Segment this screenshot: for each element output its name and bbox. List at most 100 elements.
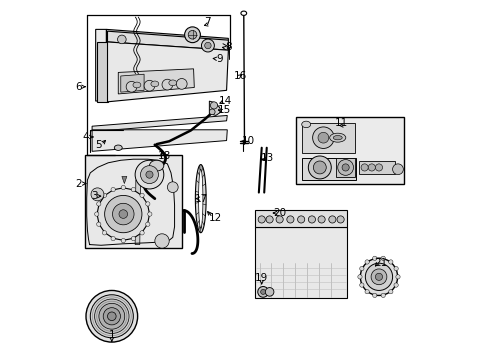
Bar bbox=[359, 161, 394, 174]
Polygon shape bbox=[92, 130, 227, 151]
Circle shape bbox=[308, 216, 315, 223]
Circle shape bbox=[370, 269, 386, 285]
Circle shape bbox=[91, 188, 104, 201]
Circle shape bbox=[265, 216, 273, 223]
Ellipse shape bbox=[301, 121, 310, 128]
Text: 2: 2 bbox=[75, 179, 82, 189]
Circle shape bbox=[365, 263, 392, 291]
Text: 7: 7 bbox=[204, 17, 211, 27]
Polygon shape bbox=[118, 69, 194, 94]
Text: 6: 6 bbox=[75, 82, 81, 92]
Ellipse shape bbox=[329, 133, 345, 142]
Bar bbox=[255, 211, 346, 226]
Polygon shape bbox=[301, 123, 354, 153]
Circle shape bbox=[107, 312, 116, 320]
Circle shape bbox=[94, 299, 129, 333]
Circle shape bbox=[313, 161, 325, 174]
Polygon shape bbox=[209, 101, 220, 116]
Bar bbox=[85, 155, 182, 248]
Bar bbox=[255, 226, 346, 298]
Circle shape bbox=[140, 166, 158, 184]
Circle shape bbox=[372, 293, 376, 297]
Ellipse shape bbox=[149, 160, 163, 171]
Circle shape bbox=[126, 81, 137, 92]
Circle shape bbox=[102, 193, 106, 197]
Circle shape bbox=[97, 222, 101, 226]
Ellipse shape bbox=[241, 11, 246, 15]
Polygon shape bbox=[92, 116, 227, 132]
Circle shape bbox=[86, 291, 137, 342]
Circle shape bbox=[372, 256, 376, 260]
Polygon shape bbox=[122, 176, 126, 184]
Text: 18: 18 bbox=[158, 150, 171, 161]
Text: 3: 3 bbox=[91, 191, 98, 201]
Circle shape bbox=[393, 283, 397, 287]
Circle shape bbox=[328, 216, 335, 223]
Polygon shape bbox=[301, 158, 355, 180]
Circle shape bbox=[145, 171, 153, 178]
Text: 4: 4 bbox=[82, 132, 89, 142]
Circle shape bbox=[103, 308, 120, 325]
Circle shape bbox=[147, 212, 152, 216]
Circle shape bbox=[317, 216, 325, 223]
Circle shape bbox=[201, 39, 214, 52]
Circle shape bbox=[265, 288, 273, 296]
Circle shape bbox=[111, 237, 115, 241]
Circle shape bbox=[188, 31, 196, 39]
Text: 19: 19 bbox=[255, 273, 268, 283]
Circle shape bbox=[135, 160, 163, 189]
Circle shape bbox=[359, 283, 363, 287]
Bar bbox=[86, 157, 180, 246]
Circle shape bbox=[155, 234, 169, 248]
Polygon shape bbox=[335, 158, 354, 177]
Text: 14: 14 bbox=[219, 96, 232, 106]
Circle shape bbox=[393, 266, 397, 271]
Circle shape bbox=[375, 164, 382, 171]
Circle shape bbox=[210, 102, 217, 109]
Text: 10: 10 bbox=[241, 136, 254, 146]
Circle shape bbox=[111, 188, 115, 192]
Circle shape bbox=[260, 289, 265, 294]
Circle shape bbox=[308, 156, 330, 179]
Polygon shape bbox=[107, 42, 228, 102]
Circle shape bbox=[276, 216, 283, 223]
Ellipse shape bbox=[151, 81, 159, 87]
Text: 5: 5 bbox=[95, 140, 102, 150]
Circle shape bbox=[375, 273, 382, 280]
Circle shape bbox=[364, 260, 368, 264]
Text: 21: 21 bbox=[373, 258, 386, 268]
Ellipse shape bbox=[333, 135, 342, 140]
Circle shape bbox=[257, 287, 268, 297]
Circle shape bbox=[312, 127, 333, 148]
Ellipse shape bbox=[133, 82, 141, 88]
Circle shape bbox=[102, 231, 106, 235]
Circle shape bbox=[317, 132, 328, 143]
Polygon shape bbox=[198, 169, 203, 228]
Circle shape bbox=[380, 256, 385, 260]
Polygon shape bbox=[195, 165, 206, 233]
Circle shape bbox=[140, 231, 144, 235]
Polygon shape bbox=[106, 30, 228, 51]
Circle shape bbox=[395, 275, 399, 279]
Text: 1: 1 bbox=[108, 330, 115, 340]
Circle shape bbox=[297, 216, 304, 223]
Polygon shape bbox=[135, 180, 140, 244]
Circle shape bbox=[367, 164, 375, 171]
Polygon shape bbox=[96, 30, 228, 101]
Circle shape bbox=[97, 188, 149, 240]
Polygon shape bbox=[97, 42, 107, 102]
Circle shape bbox=[258, 216, 265, 223]
Text: 15: 15 bbox=[217, 105, 230, 115]
Circle shape bbox=[337, 159, 353, 175]
Circle shape bbox=[145, 202, 150, 206]
Text: 12: 12 bbox=[209, 213, 222, 222]
Circle shape bbox=[360, 164, 367, 171]
Text: 20: 20 bbox=[272, 208, 285, 218]
Circle shape bbox=[336, 216, 344, 223]
Circle shape bbox=[119, 210, 127, 219]
Circle shape bbox=[145, 222, 150, 226]
Circle shape bbox=[380, 293, 385, 297]
Circle shape bbox=[184, 27, 200, 42]
Circle shape bbox=[144, 80, 155, 91]
Ellipse shape bbox=[114, 145, 122, 150]
